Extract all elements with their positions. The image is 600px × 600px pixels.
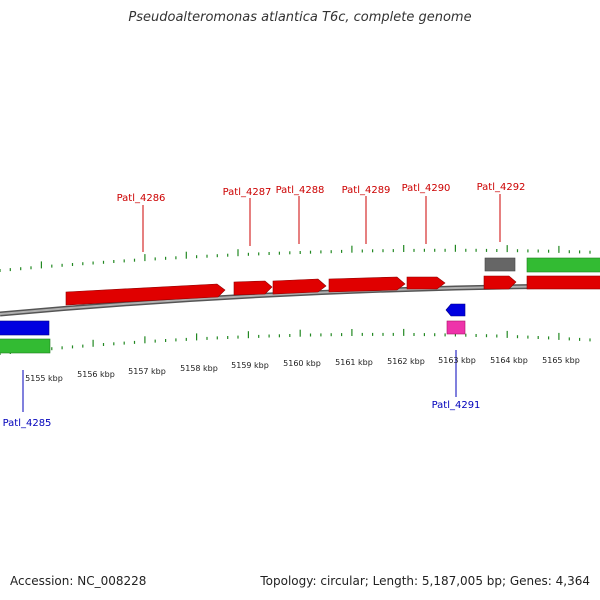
gene-Patl_4290[interactable] <box>406 276 446 290</box>
gene-label-Patl_4292: Patl_4292 <box>477 182 526 193</box>
forward-gene-offscreen[interactable] <box>526 275 600 290</box>
gene-label-Patl_4290: Patl_4290 <box>402 183 451 194</box>
misc-feature-box[interactable] <box>484 257 516 272</box>
ruler-label-5165: 5165 kbp <box>542 356 580 365</box>
rrna-lower-feature[interactable] <box>0 338 51 354</box>
genome-summary: Topology: circular; Length: 5,187,005 bp… <box>260 574 590 588</box>
rrna-upper-feature[interactable] <box>526 257 600 273</box>
ruler-label-5159: 5159 kbp <box>231 361 269 370</box>
gene-Patl_4292[interactable] <box>483 275 517 290</box>
gene-Patl_4285[interactable] <box>0 320 50 336</box>
outer-tick-marks <box>0 244 591 272</box>
map-title: Pseudoalteromonas atlantica T6c, complet… <box>128 10 472 25</box>
gene-label-leaders <box>22 194 501 412</box>
ruler-label-5157: 5157 kbp <box>128 367 166 376</box>
gene-label-Patl_4291: Patl_4291 <box>432 400 481 411</box>
ruler-label-5155: 5155 kbp <box>25 374 63 383</box>
genome-backbone-highlight <box>0 285 600 315</box>
accession-label: Accession: NC_008228 <box>10 574 147 588</box>
gene-Patl_4288[interactable] <box>272 278 327 295</box>
gene-label-Patl_4286: Patl_4286 <box>117 193 166 204</box>
ruler-label-5162: 5162 kbp <box>387 357 425 366</box>
ruler-labels: 5155 kbp 5156 kbp 5157 kbp 5158 kbp 5159… <box>25 356 580 383</box>
gene-Patl_4286[interactable] <box>65 283 226 306</box>
ruler-label-5156: 5156 kbp <box>77 370 115 379</box>
gene-Patl_4287[interactable] <box>233 280 273 296</box>
gene-label-Patl_4288: Patl_4288 <box>276 185 325 196</box>
ruler-label-5160: 5160 kbp <box>283 359 321 368</box>
gene-label-Patl_4285: Patl_4285 <box>3 418 52 429</box>
ruler-label-5164: 5164 kbp <box>490 356 528 365</box>
ruler-label-5163: 5163 kbp <box>438 356 476 365</box>
gene-label-Patl_4287: Patl_4287 <box>223 187 272 198</box>
ruler-label-5158: 5158 kbp <box>180 364 218 373</box>
inner-tick-marks <box>0 328 591 355</box>
ruler-label-5161: 5161 kbp <box>335 358 373 367</box>
trna-feature[interactable] <box>446 320 466 335</box>
gene-Patl_4291[interactable] <box>445 303 466 317</box>
gene-label-Patl_4289: Patl_4289 <box>342 185 391 196</box>
gene-Patl_4289[interactable] <box>328 276 406 293</box>
